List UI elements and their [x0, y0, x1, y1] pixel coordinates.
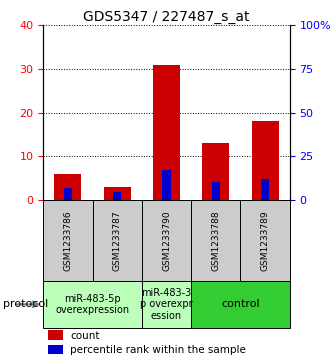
Text: miR-483-3
p overexpr
ession: miR-483-3 p overexpr ession	[140, 288, 193, 321]
Text: GSM1233789: GSM1233789	[260, 210, 270, 271]
Text: GSM1233788: GSM1233788	[211, 210, 220, 271]
Bar	[93, 200, 142, 281]
Text: protocol: protocol	[3, 299, 49, 309]
Text: GSM1233790: GSM1233790	[162, 210, 171, 271]
Bar	[113, 192, 121, 200]
Bar	[43, 200, 93, 281]
Bar	[64, 188, 72, 200]
Text: control: control	[221, 299, 260, 309]
Bar	[142, 281, 191, 328]
Bar	[48, 344, 63, 354]
Title: GDS5347 / 227487_s_at: GDS5347 / 227487_s_at	[83, 11, 250, 24]
Bar	[163, 170, 170, 200]
Bar	[142, 200, 191, 281]
Text: GSM1233787: GSM1233787	[113, 210, 122, 271]
Bar	[104, 187, 131, 200]
Text: percentile rank within the sample: percentile rank within the sample	[70, 344, 246, 355]
Text: count: count	[70, 331, 100, 340]
Bar	[48, 330, 63, 340]
Bar	[202, 143, 229, 200]
Bar	[191, 281, 290, 328]
Text: GSM1233786: GSM1233786	[63, 210, 73, 271]
Bar	[191, 200, 240, 281]
Bar	[212, 183, 220, 200]
Bar	[54, 174, 82, 200]
Bar	[240, 200, 290, 281]
Bar	[153, 65, 180, 200]
Bar	[261, 179, 269, 200]
Bar	[251, 121, 279, 200]
Bar	[43, 281, 142, 328]
Text: miR-483-5p
overexpression: miR-483-5p overexpression	[56, 294, 130, 315]
